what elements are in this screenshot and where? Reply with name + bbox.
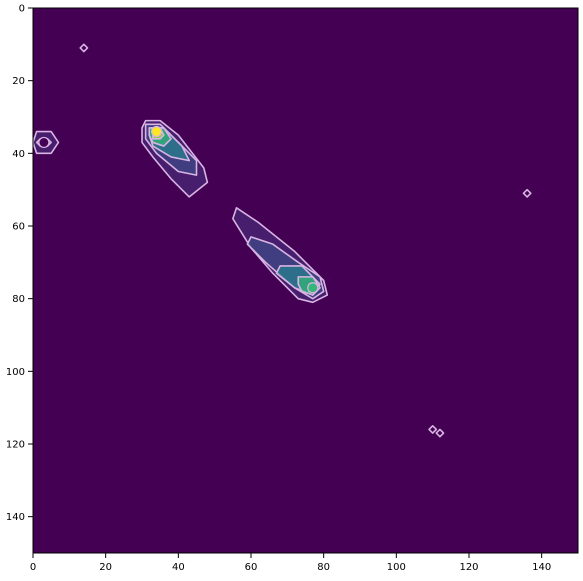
peak-marker	[308, 283, 318, 293]
y-tick-label: 0	[19, 4, 25, 15]
x-tick-label: 140	[532, 562, 551, 573]
y-tick-label: 20	[12, 76, 25, 87]
peak-marker	[39, 137, 49, 147]
x-tick-label: 120	[459, 562, 478, 573]
x-tick-label: 60	[245, 562, 258, 573]
peak-marker	[152, 127, 162, 137]
x-tick-label: 20	[99, 562, 112, 573]
x-tick-label: 40	[172, 562, 185, 573]
x-tick-label: 80	[317, 562, 330, 573]
x-tick-label: 0	[30, 562, 36, 573]
x-tick-label: 100	[387, 562, 406, 573]
y-tick-label: 120	[6, 440, 25, 451]
y-tick-label: 80	[12, 294, 25, 305]
y-tick-label: 40	[12, 149, 25, 160]
y-tick-label: 100	[6, 367, 25, 378]
y-tick-label: 140	[6, 512, 25, 523]
y-tick-label: 60	[12, 222, 25, 233]
